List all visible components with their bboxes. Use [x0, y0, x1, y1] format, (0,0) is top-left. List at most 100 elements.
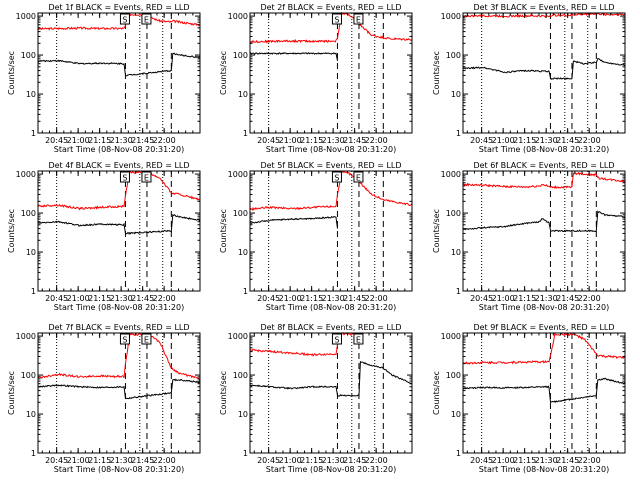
y-tick-label: 1 — [243, 129, 248, 138]
y-tick-label: 10 — [451, 410, 461, 419]
marker-box — [119, 333, 130, 345]
x-tick-label: 21:15 — [300, 136, 323, 145]
events-trace-black — [462, 210, 626, 233]
x-tick-label: 21:45 — [556, 294, 579, 303]
marker-box — [119, 171, 130, 183]
x-tick-label: 21:15 — [88, 136, 111, 145]
x-tick-label: 20:45 — [257, 294, 280, 303]
x-tick-label: 21:45 — [343, 294, 366, 303]
start-marker: S — [334, 174, 339, 183]
x-tick-label: 20:45 — [470, 456, 493, 465]
x-tick-label: 22:00 — [578, 294, 601, 303]
panel-title: Det 9f BLACK = Events, RED = LLD — [473, 323, 614, 332]
start-marker: S — [334, 16, 339, 25]
x-axis-label: Start Time (08-Nov-08 20:31:20) — [54, 465, 184, 474]
x-tick-label: 21:45 — [556, 456, 579, 465]
plot-frame — [37, 170, 201, 292]
marker-box — [331, 13, 342, 25]
y-tick-label: 100 — [233, 209, 248, 218]
end-marker: E — [144, 336, 149, 345]
x-tick-label: 20:45 — [257, 456, 280, 465]
x-tick-label: 21:00 — [67, 294, 90, 303]
events-trace-black — [249, 52, 338, 61]
x-tick-label: 21:00 — [67, 456, 90, 465]
y-axis-label: Counts/sec — [219, 371, 228, 415]
marker-box — [141, 333, 152, 345]
y-tick-label: 100 — [233, 371, 248, 380]
y-axis-label: Counts/sec — [7, 209, 16, 253]
x-tick-label: 20:45 — [470, 294, 493, 303]
detector-panel-2: Det 2f BLACK = Events, RED = LLD 1 10 100 10… — [219, 3, 413, 154]
y-tick-label: 1000 — [228, 170, 248, 179]
end-marker: E — [144, 174, 149, 183]
lld-trace-red — [249, 11, 413, 44]
plot-frame — [37, 332, 201, 454]
y-axis-label: Counts/sec — [7, 51, 16, 95]
y-tick-label: 100 — [21, 209, 36, 218]
y-tick-label: 100 — [446, 51, 461, 60]
x-tick-label: 21:30 — [535, 294, 558, 303]
x-tick-label: 22:00 — [365, 456, 388, 465]
x-tick-label: 20:45 — [45, 456, 68, 465]
x-axis-label: Start Time (08-Nov-08 20:31:20) — [266, 145, 396, 154]
detector-panel-8: Det 8f BLACK = Events, RED = LLD 1 10 100 10… — [219, 323, 413, 474]
x-tick-label: 21:00 — [279, 136, 302, 145]
events-trace-black — [37, 213, 201, 235]
x-axis-label: Start Time (08-Nov-08 20:31:20) — [479, 303, 609, 312]
x-tick-label: 21:30 — [322, 136, 345, 145]
y-axis-label: Counts/sec — [219, 209, 228, 253]
events-trace-black — [37, 378, 201, 400]
x-tick-label: 20:45 — [470, 136, 493, 145]
y-axis-label: Counts/sec — [432, 51, 441, 95]
detector-panel-5: Det 5f BLACK = Events, RED = LLD 1 10 100 10… — [219, 161, 413, 312]
y-tick-label: 1000 — [16, 12, 36, 21]
y-tick-label: 1 — [31, 287, 36, 296]
events-trace-black — [249, 360, 413, 397]
y-tick-label: 10 — [26, 410, 36, 419]
y-tick-label: 1000 — [228, 12, 248, 21]
y-tick-label: 1000 — [441, 332, 461, 341]
end-marker: E — [144, 16, 149, 25]
y-axis-label: Counts/sec — [219, 51, 228, 95]
marker-box — [119, 13, 130, 25]
y-tick-label: 1000 — [16, 170, 36, 179]
y-tick-label: 1 — [456, 449, 461, 458]
y-tick-label: 10 — [451, 90, 461, 99]
x-axis-label: Start Time (08-Nov-08 20:31:20) — [479, 465, 609, 474]
x-tick-label: 22:00 — [365, 294, 388, 303]
x-tick-label: 21:15 — [88, 456, 111, 465]
marker-box — [353, 13, 364, 25]
x-tick-label: 20:45 — [45, 136, 68, 145]
x-tick-label: 22:00 — [153, 456, 176, 465]
detector-panel-7: Det 7f BLACK = Events, RED = LLD 1 10 100 10… — [7, 323, 201, 474]
y-axis-label: Counts/sec — [432, 209, 441, 253]
x-tick-label: 22:00 — [578, 136, 601, 145]
x-tick-label: 21:00 — [492, 294, 515, 303]
detector-panel-9: Det 9f BLACK = Events, RED = LLD 1 10 100 10… — [432, 323, 626, 474]
x-tick-label: 21:00 — [492, 456, 515, 465]
x-tick-label: 21:45 — [131, 456, 154, 465]
marker-box — [353, 333, 364, 345]
x-tick-label: 20:45 — [257, 136, 280, 145]
y-tick-label: 10 — [451, 248, 461, 257]
x-tick-label: 21:15 — [513, 294, 536, 303]
y-tick-label: 10 — [238, 410, 248, 419]
start-marker: S — [334, 336, 339, 345]
y-tick-label: 100 — [446, 209, 461, 218]
lld-trace-red — [249, 170, 413, 212]
x-tick-label: 21:45 — [343, 136, 366, 145]
y-tick-label: 10 — [238, 90, 248, 99]
marker-box — [141, 13, 152, 25]
x-tick-label: 21:00 — [279, 456, 302, 465]
y-tick-label: 1 — [456, 129, 461, 138]
panel-title: Det 1f BLACK = Events, RED = LLD — [48, 3, 189, 12]
start-marker: S — [122, 174, 127, 183]
panel-title: Det 8f BLACK = Events, RED = LLD — [260, 323, 401, 332]
x-axis-label: Start Time (08-Nov-08 20:31:20) — [479, 145, 609, 154]
x-tick-label: 21:45 — [556, 136, 579, 145]
marker-box — [331, 171, 342, 183]
x-tick-label: 21:00 — [67, 136, 90, 145]
x-tick-label: 21:15 — [513, 456, 536, 465]
